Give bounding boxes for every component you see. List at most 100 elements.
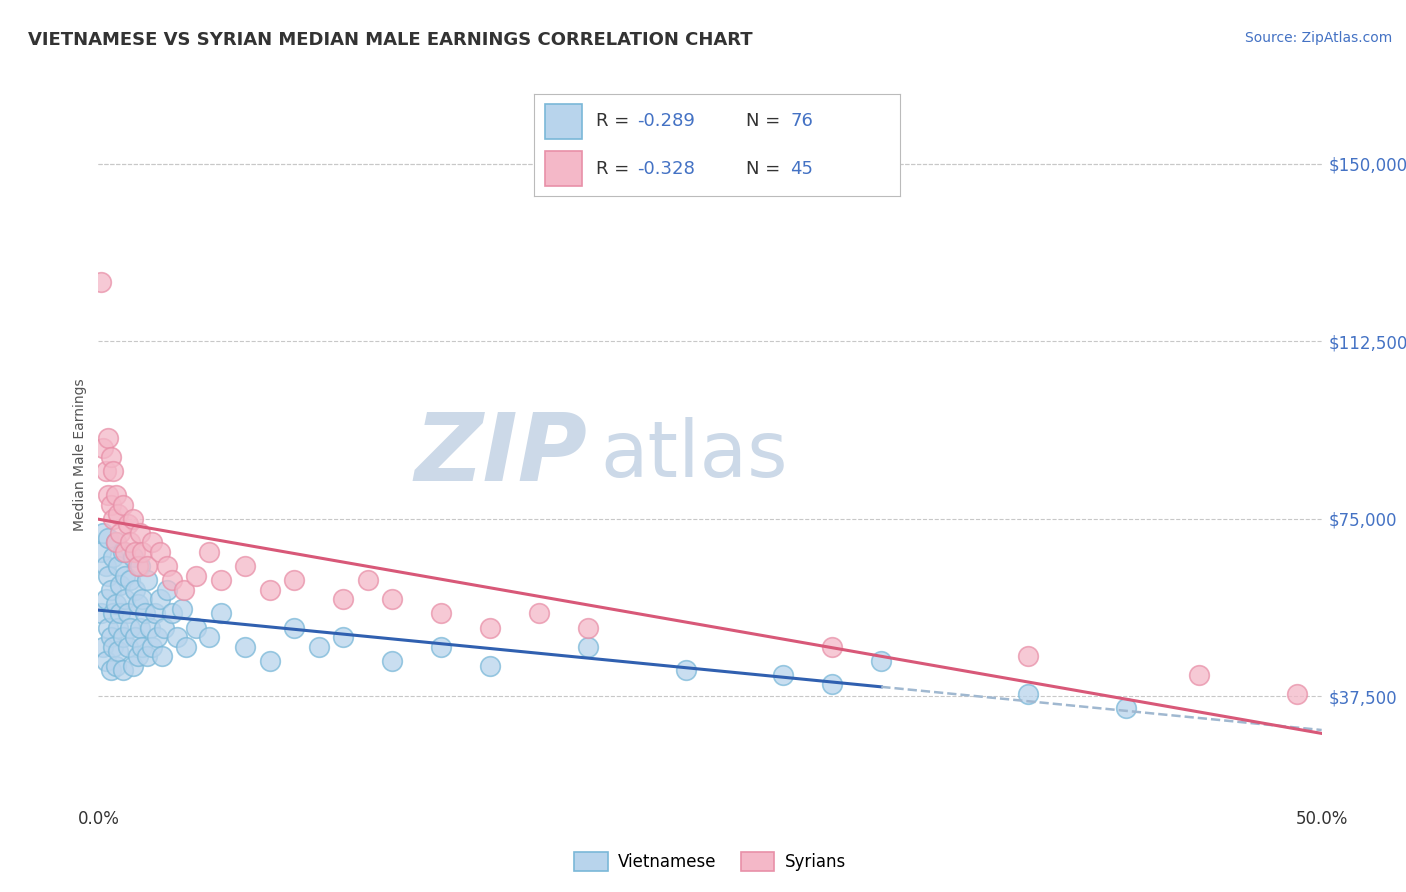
Point bbox=[120, 574, 142, 588]
Point bbox=[332, 592, 354, 607]
Point bbox=[104, 535, 127, 549]
Point bbox=[124, 630, 146, 644]
Point bbox=[156, 559, 179, 574]
Point bbox=[478, 621, 501, 635]
Point bbox=[111, 663, 134, 677]
Point bbox=[146, 630, 169, 644]
Bar bbox=[546, 151, 582, 186]
Point bbox=[124, 582, 146, 597]
Text: Source: ZipAtlas.com: Source: ZipAtlas.com bbox=[1244, 31, 1392, 45]
Point bbox=[136, 559, 159, 574]
Point bbox=[110, 607, 132, 621]
Point bbox=[170, 601, 193, 615]
Point bbox=[381, 654, 404, 668]
Point bbox=[149, 592, 172, 607]
Text: 76: 76 bbox=[790, 112, 813, 130]
Point bbox=[478, 658, 501, 673]
Point bbox=[143, 607, 166, 621]
Point bbox=[821, 677, 844, 691]
Point bbox=[675, 663, 697, 677]
Point bbox=[131, 545, 153, 559]
Point bbox=[259, 582, 281, 597]
Point bbox=[430, 640, 453, 654]
Text: atlas: atlas bbox=[600, 417, 787, 493]
Point bbox=[120, 535, 142, 549]
Point bbox=[197, 545, 219, 559]
Point bbox=[114, 545, 136, 559]
Point bbox=[127, 597, 149, 611]
Point bbox=[100, 498, 122, 512]
Point bbox=[308, 640, 330, 654]
Point bbox=[576, 640, 599, 654]
Point bbox=[821, 640, 844, 654]
Point bbox=[111, 630, 134, 644]
Point bbox=[117, 640, 139, 654]
Point bbox=[107, 507, 129, 521]
Text: N =: N = bbox=[747, 160, 786, 178]
Legend: Vietnamese, Syrians: Vietnamese, Syrians bbox=[568, 846, 852, 878]
Point bbox=[139, 621, 162, 635]
Y-axis label: Median Male Earnings: Median Male Earnings bbox=[73, 378, 87, 532]
Text: -0.289: -0.289 bbox=[637, 112, 695, 130]
Point bbox=[121, 549, 143, 564]
Point bbox=[111, 498, 134, 512]
Point bbox=[114, 568, 136, 582]
Point bbox=[107, 559, 129, 574]
Point bbox=[94, 654, 117, 668]
Point bbox=[94, 592, 117, 607]
Bar bbox=[546, 104, 582, 139]
Point bbox=[101, 512, 124, 526]
Point bbox=[283, 574, 305, 588]
Point bbox=[101, 465, 124, 479]
Text: -0.328: -0.328 bbox=[637, 160, 695, 178]
Point bbox=[527, 607, 550, 621]
Point bbox=[91, 640, 114, 654]
Point bbox=[233, 640, 256, 654]
Point bbox=[104, 535, 127, 549]
Point bbox=[149, 545, 172, 559]
Point bbox=[1188, 668, 1211, 682]
Point bbox=[120, 621, 142, 635]
Point bbox=[127, 559, 149, 574]
Point bbox=[117, 607, 139, 621]
Point bbox=[117, 516, 139, 531]
Point bbox=[121, 658, 143, 673]
Point bbox=[100, 630, 122, 644]
Point bbox=[233, 559, 256, 574]
Point bbox=[153, 621, 176, 635]
Point bbox=[100, 450, 122, 465]
Point bbox=[576, 621, 599, 635]
Point bbox=[141, 640, 163, 654]
Point bbox=[772, 668, 794, 682]
Text: ZIP: ZIP bbox=[415, 409, 588, 501]
Text: R =: R = bbox=[596, 160, 636, 178]
Text: N =: N = bbox=[747, 112, 786, 130]
Point bbox=[136, 649, 159, 664]
Point bbox=[111, 545, 134, 559]
Point bbox=[131, 592, 153, 607]
Point bbox=[90, 545, 112, 559]
Point bbox=[90, 607, 112, 621]
Point bbox=[1017, 687, 1039, 701]
Point bbox=[150, 649, 173, 664]
Point bbox=[160, 574, 183, 588]
Point bbox=[166, 630, 188, 644]
Point bbox=[94, 559, 117, 574]
Point bbox=[283, 621, 305, 635]
Point bbox=[101, 549, 124, 564]
Point bbox=[104, 597, 127, 611]
Point bbox=[186, 568, 208, 582]
Point bbox=[100, 663, 122, 677]
Point bbox=[94, 465, 117, 479]
Point bbox=[90, 275, 112, 289]
Point bbox=[173, 582, 195, 597]
Point bbox=[127, 649, 149, 664]
Point bbox=[124, 545, 146, 559]
Point bbox=[259, 654, 281, 668]
Point bbox=[131, 640, 153, 654]
Point bbox=[1115, 701, 1137, 715]
Point bbox=[381, 592, 404, 607]
Point bbox=[186, 621, 208, 635]
Point bbox=[91, 441, 114, 455]
Point bbox=[100, 582, 122, 597]
